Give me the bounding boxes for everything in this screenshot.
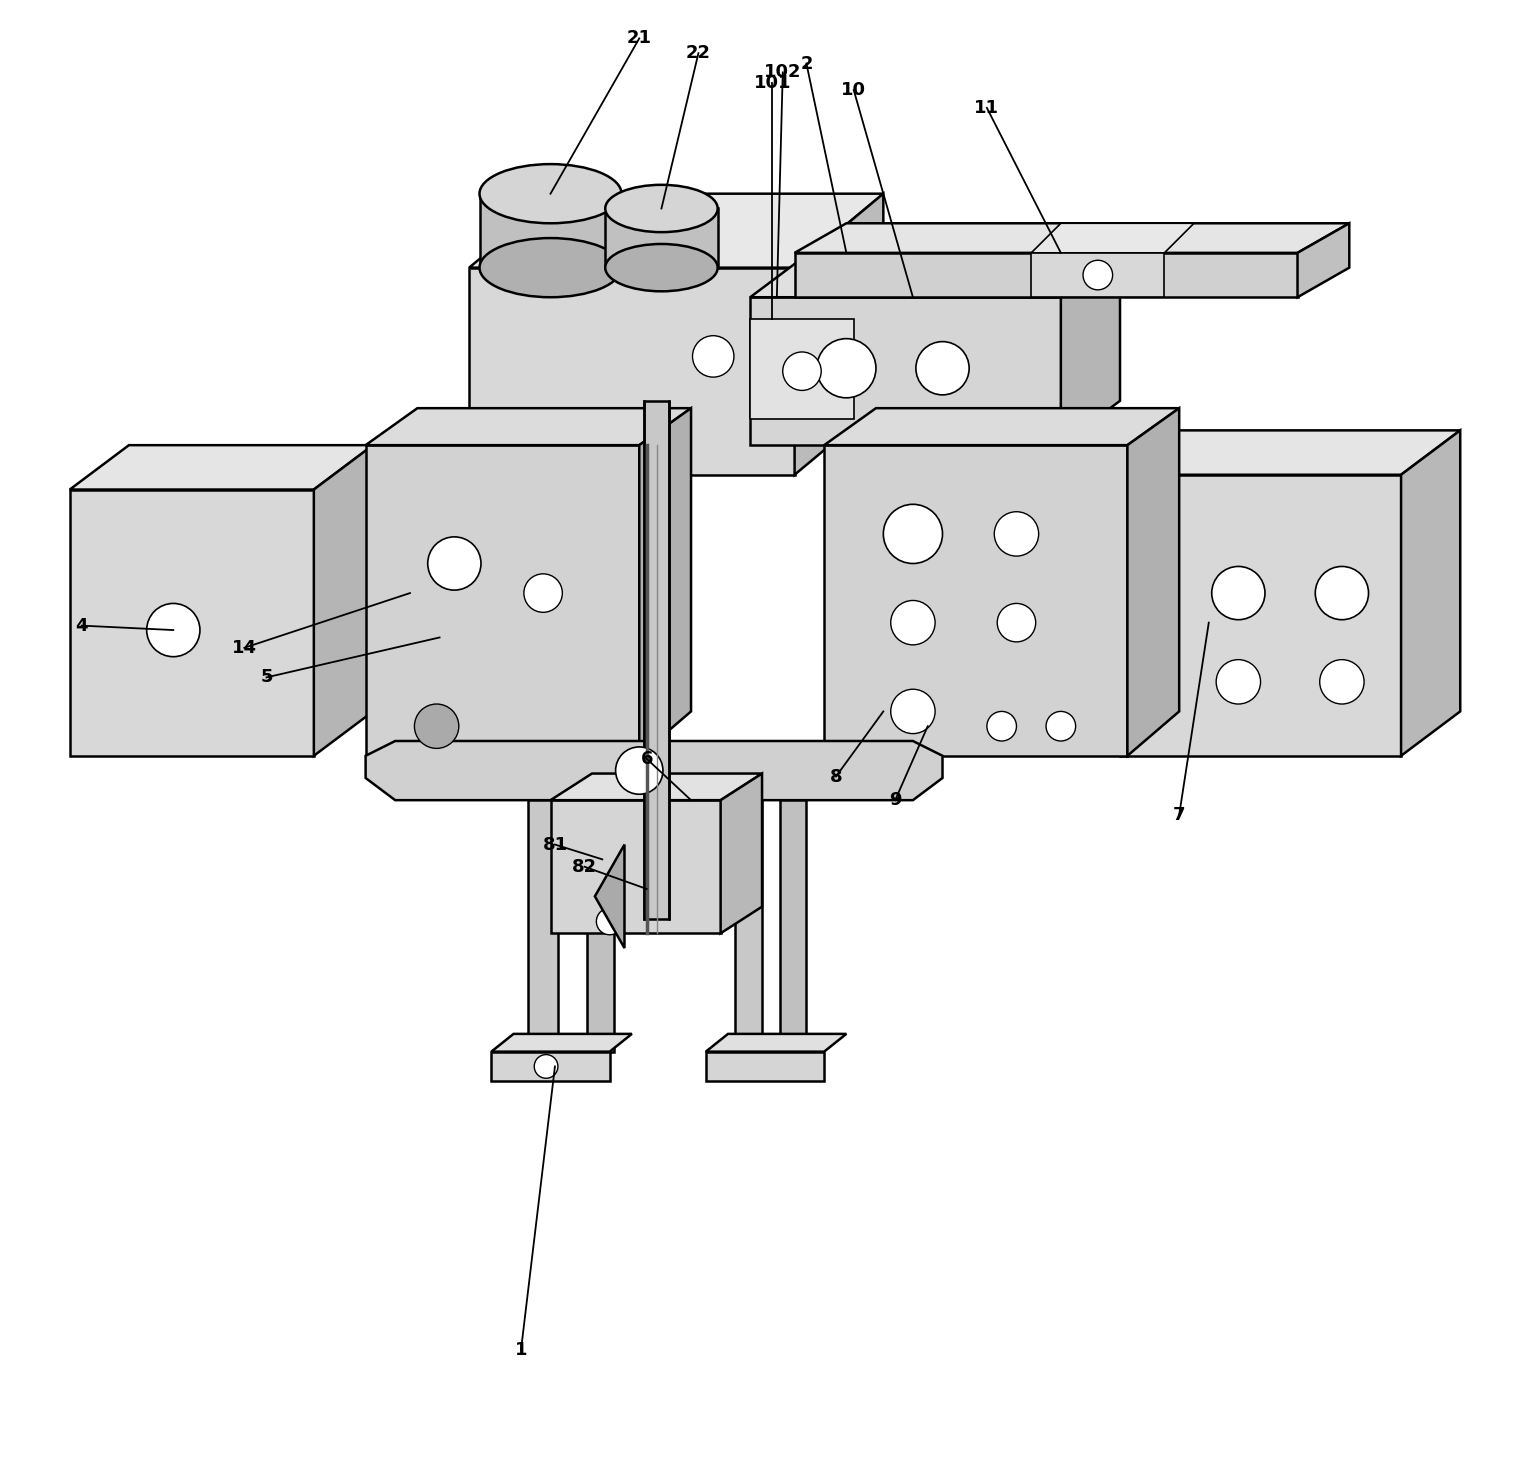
Text: 11: 11	[975, 99, 999, 117]
Polygon shape	[491, 1052, 609, 1082]
Circle shape	[415, 704, 459, 748]
Polygon shape	[595, 845, 624, 948]
Circle shape	[1316, 566, 1368, 619]
Circle shape	[1320, 659, 1365, 704]
Circle shape	[693, 336, 734, 376]
Polygon shape	[491, 1034, 632, 1052]
Circle shape	[1083, 261, 1112, 290]
Polygon shape	[640, 408, 692, 756]
Polygon shape	[588, 800, 614, 1052]
Circle shape	[783, 351, 822, 390]
Polygon shape	[366, 741, 942, 800]
Polygon shape	[551, 800, 721, 934]
Polygon shape	[721, 774, 762, 934]
Polygon shape	[794, 224, 1349, 253]
Circle shape	[1216, 659, 1261, 704]
Ellipse shape	[479, 165, 621, 224]
Circle shape	[428, 536, 480, 590]
Circle shape	[615, 747, 662, 794]
Circle shape	[534, 1055, 558, 1079]
Circle shape	[994, 511, 1039, 556]
Text: 101: 101	[754, 74, 791, 92]
Text: 1: 1	[514, 1341, 528, 1359]
Circle shape	[890, 600, 935, 645]
Polygon shape	[551, 774, 762, 800]
Ellipse shape	[606, 185, 718, 233]
Text: 21: 21	[627, 30, 652, 47]
Polygon shape	[606, 209, 718, 268]
Circle shape	[597, 908, 623, 935]
Text: 22: 22	[685, 44, 711, 62]
Circle shape	[998, 603, 1036, 642]
Text: 6: 6	[641, 750, 653, 768]
Circle shape	[147, 603, 200, 657]
Polygon shape	[470, 268, 794, 474]
Text: 10: 10	[842, 82, 866, 99]
Text: 14: 14	[233, 639, 257, 657]
Ellipse shape	[479, 239, 621, 298]
Polygon shape	[750, 320, 854, 418]
Text: 81: 81	[543, 836, 568, 854]
Polygon shape	[750, 253, 1120, 298]
Polygon shape	[1060, 253, 1120, 445]
Polygon shape	[366, 445, 640, 756]
Polygon shape	[794, 194, 883, 474]
Polygon shape	[825, 445, 1128, 756]
Polygon shape	[528, 800, 558, 1067]
Circle shape	[890, 689, 935, 734]
Polygon shape	[794, 253, 1297, 298]
Polygon shape	[410, 415, 470, 474]
Text: 82: 82	[572, 858, 597, 876]
Polygon shape	[1120, 474, 1401, 756]
Polygon shape	[644, 400, 669, 919]
Text: 102: 102	[763, 64, 802, 82]
Polygon shape	[1031, 224, 1193, 253]
Circle shape	[883, 504, 942, 563]
Circle shape	[1212, 566, 1265, 619]
Polygon shape	[1297, 224, 1349, 298]
Text: 8: 8	[829, 768, 843, 785]
Text: 4: 4	[75, 617, 87, 634]
Circle shape	[817, 339, 877, 397]
Polygon shape	[1401, 430, 1460, 756]
Ellipse shape	[606, 245, 718, 292]
Circle shape	[523, 574, 563, 612]
Circle shape	[1047, 711, 1076, 741]
Polygon shape	[825, 408, 1180, 445]
Circle shape	[916, 342, 968, 394]
Circle shape	[987, 711, 1016, 741]
Polygon shape	[1031, 253, 1164, 298]
Polygon shape	[314, 445, 373, 756]
Text: 7: 7	[1174, 806, 1186, 824]
Polygon shape	[366, 408, 692, 445]
Polygon shape	[705, 1034, 846, 1052]
Text: 5: 5	[260, 668, 272, 686]
Polygon shape	[1120, 430, 1460, 474]
Polygon shape	[780, 800, 806, 1052]
Polygon shape	[70, 445, 373, 489]
Polygon shape	[750, 298, 1060, 445]
Polygon shape	[705, 1052, 825, 1082]
Polygon shape	[70, 489, 314, 756]
Polygon shape	[470, 194, 883, 268]
Polygon shape	[736, 800, 762, 1067]
Text: 2: 2	[800, 55, 812, 73]
Polygon shape	[479, 194, 621, 268]
Text: 9: 9	[889, 791, 901, 809]
Polygon shape	[1128, 408, 1180, 756]
